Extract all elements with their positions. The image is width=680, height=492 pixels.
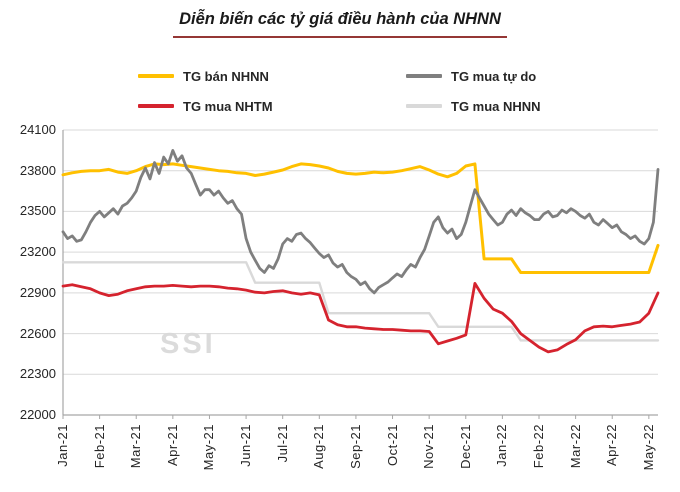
series-tg-mua-tự-do bbox=[61, 148, 660, 295]
legend-swatch-gray bbox=[406, 74, 442, 78]
legend-swatch-lightgray bbox=[406, 104, 442, 108]
legend-swatch-red bbox=[138, 104, 174, 108]
legend-item-tg-ban-nhnn: TG bán NHNN bbox=[138, 68, 269, 84]
series-tg-mua-nhnn bbox=[61, 261, 660, 342]
legend-label: TG bán NHNN bbox=[183, 68, 269, 84]
series-tg-mua-nhtm bbox=[61, 281, 660, 354]
legend-label: TG mua NHTM bbox=[183, 98, 273, 114]
legend-item-tg-mua-nhnn: TG mua NHNN bbox=[406, 98, 541, 114]
legend-item-tg-mua-tu-do: TG mua tự do bbox=[406, 68, 536, 84]
chart-title-wrap: Diễn biến các tỷ giá điều hành của NHNN bbox=[0, 10, 680, 38]
series-tg-bán-nhnn bbox=[61, 162, 660, 274]
legend-item-tg-mua-nhtm: TG mua NHTM bbox=[138, 98, 273, 114]
legend-swatch-yellow bbox=[138, 74, 174, 78]
chart-title: Diễn biến các tỷ giá điều hành của NHNN bbox=[173, 10, 507, 38]
legend-label: TG mua tự do bbox=[451, 68, 537, 84]
legend-label: TG mua NHNN bbox=[451, 98, 541, 114]
